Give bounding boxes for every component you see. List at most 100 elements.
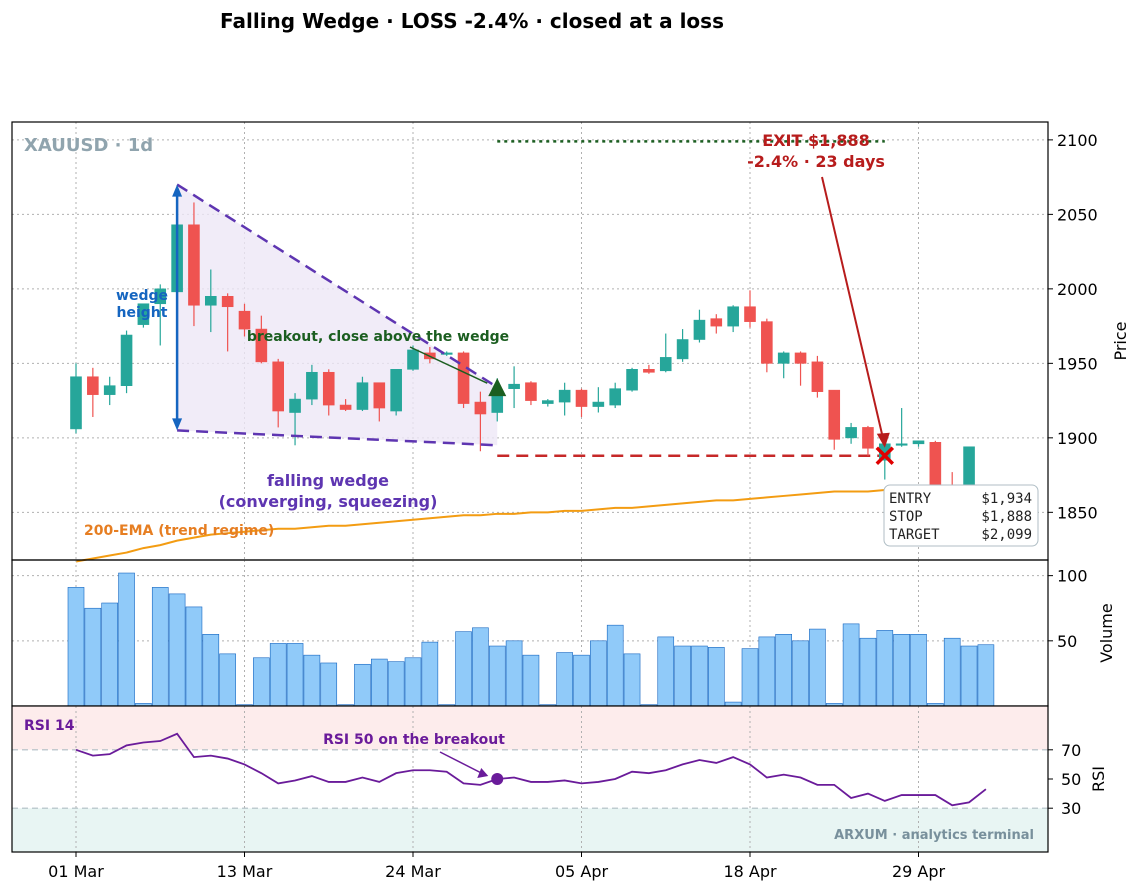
- candle-body: [643, 369, 655, 373]
- rsi-line: [75, 732, 987, 807]
- candle-body: [474, 401, 487, 415]
- volume-bar: [185, 606, 203, 707]
- rsi-breakout-annotation: [439, 751, 504, 785]
- candle-body: [541, 400, 554, 404]
- candle-body: [710, 318, 723, 327]
- volume-bar: [792, 640, 809, 707]
- candle-body: [862, 427, 874, 449]
- volume-bar: [809, 628, 826, 707]
- volume-bar: [118, 572, 135, 707]
- ema-200-line: [75, 487, 970, 563]
- volume-bar: [741, 648, 759, 707]
- candle-body: [87, 376, 99, 395]
- x-tick-label: 18 Apr: [723, 862, 777, 881]
- volume-bar: [387, 661, 405, 707]
- candle-body: [777, 352, 790, 364]
- volume-bar: [505, 640, 523, 707]
- wedge-lower-line: [177, 429, 498, 447]
- oversold-zone: [12, 808, 1048, 852]
- candle-body: [828, 389, 841, 440]
- volume-bar: [84, 607, 102, 707]
- levels-stop-value: $1,888: [981, 509, 1032, 525]
- wedge-height-arrow: [172, 184, 183, 431]
- x-tick-label: 29 Apr: [892, 862, 946, 881]
- candle-body: [508, 383, 520, 389]
- exit-annotation: [821, 176, 895, 465]
- volume-bar: [472, 627, 489, 707]
- wedge-height-label-sub: height: [117, 305, 168, 321]
- candle-body: [221, 296, 234, 308]
- candle-body: [963, 446, 975, 488]
- candle-body: [592, 401, 605, 407]
- volume-bar: [910, 634, 927, 707]
- y-tick-label: 50: [1061, 770, 1081, 789]
- candle-body: [238, 310, 251, 330]
- levels-box: ENTRY $1,934 STOP $1,888 TARGET $2,099: [883, 484, 1039, 547]
- volume-panel: 50 100 Volume: [11, 559, 1116, 707]
- candle-body: [373, 382, 386, 409]
- y-tick-label: 100: [1057, 567, 1088, 586]
- wedge-fill: [177, 184, 498, 446]
- price-y-axis: 1850 1900 1950 2000 2050 2100: [1048, 131, 1098, 522]
- volume-bar: [893, 634, 910, 707]
- rsi-axis-label: RSI: [1089, 766, 1108, 792]
- volume-bar: [573, 654, 590, 707]
- y-tick-label: 50: [1057, 632, 1077, 651]
- y-tick-label: 1900: [1057, 429, 1098, 448]
- volume-bars: [67, 572, 995, 707]
- volume-bar: [202, 634, 220, 707]
- candle-body: [255, 328, 268, 363]
- breakout-label: breakout, close above the wedge: [247, 329, 509, 345]
- volume-bar: [404, 657, 422, 707]
- candle-body: [676, 339, 689, 360]
- rsi-panel: RSI 14 RSI 50 on the breakout ARXUM · an…: [11, 705, 1108, 853]
- volume-bar: [522, 654, 540, 707]
- candle-body: [188, 224, 200, 306]
- rsi-annotation-arrow: [439, 751, 486, 776]
- volume-bar: [219, 653, 236, 707]
- y-tick-label: 2100: [1057, 131, 1098, 150]
- candle-body: [70, 376, 82, 430]
- y-tick-label: 1950: [1057, 354, 1098, 373]
- rsi-panel-border: [11, 705, 1049, 853]
- candle-body: [609, 388, 622, 406]
- volume-bar: [590, 640, 607, 707]
- candle-body: [929, 442, 942, 489]
- volume-bar: [556, 652, 573, 707]
- x-tick-label: 13 Mar: [217, 862, 273, 881]
- candle-body: [811, 361, 824, 392]
- volume-bar: [691, 645, 708, 707]
- y-tick-label: 2050: [1057, 205, 1098, 224]
- candle-body: [626, 369, 638, 391]
- exit-label: EXIT $1,888: [762, 131, 869, 150]
- candle-body: [120, 334, 133, 386]
- volume-bar: [758, 636, 776, 707]
- rsi-y-axis: 30 50 70: [1048, 741, 1081, 818]
- candle-body: [558, 389, 571, 403]
- y-tick-label: 70: [1061, 741, 1081, 760]
- candle-body: [457, 352, 470, 404]
- candle-body: [659, 357, 672, 372]
- volume-bar: [303, 654, 321, 707]
- candle-body: [289, 398, 301, 413]
- volume-bar: [859, 637, 877, 707]
- candle-body: [306, 371, 318, 400]
- wedge-height-label: wedge: [116, 288, 168, 304]
- wedge-label-sub: (converging, squeezing): [219, 492, 438, 511]
- volume-bar: [623, 653, 641, 707]
- levels-target-value: $2,099: [981, 527, 1032, 543]
- x-axis: 01 Mar 13 Mar 24 Mar 05 Apr 18 Apr 29 Apr: [48, 852, 945, 881]
- volume-bar: [455, 631, 472, 707]
- volume-bar: [286, 643, 304, 707]
- price-axis-label: Price: [1111, 321, 1130, 360]
- volume-bar: [657, 636, 675, 707]
- x-tick-label: 01 Mar: [48, 862, 104, 881]
- volume-y-axis: 50 100: [1048, 567, 1088, 651]
- candle-body: [322, 371, 335, 406]
- candle-body: [407, 349, 419, 370]
- volume-bar: [101, 602, 118, 707]
- ema-label: 200-EMA (trend regime): [84, 523, 274, 539]
- candle-body: [339, 404, 352, 410]
- breakout-arrow: [409, 346, 488, 384]
